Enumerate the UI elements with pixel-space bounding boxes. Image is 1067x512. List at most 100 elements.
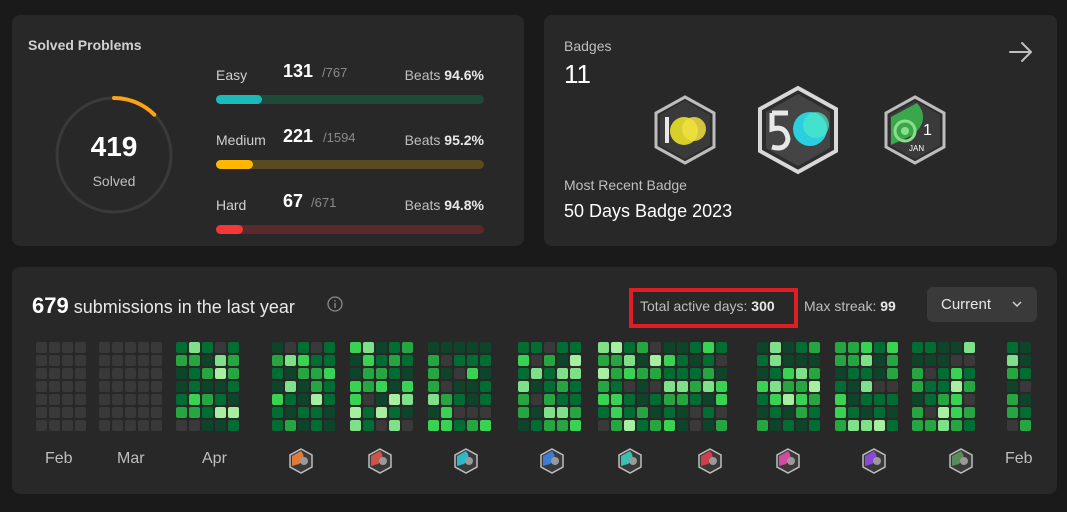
heatmap-cell[interactable] [441,368,452,379]
heatmap-cell[interactable] [285,407,296,418]
heatmap-cell[interactable] [428,342,439,353]
heatmap-cell[interactable] [311,407,322,418]
heatmap-cell[interactable] [151,407,162,418]
heatmap-cell[interactable] [454,381,465,392]
heatmap-cell[interactable] [151,394,162,405]
heatmap-cell[interactable] [677,420,688,431]
heatmap-cell[interactable] [848,355,859,366]
heatmap-cell[interactable] [480,381,491,392]
heatmap-cell[interactable] [298,381,309,392]
heatmap-cell[interactable] [467,381,478,392]
heatmap-cell[interactable] [637,407,648,418]
heatmap-cell[interactable] [664,407,675,418]
heatmap-cell[interactable] [874,342,885,353]
heatmap-cell[interactable] [189,394,200,405]
heatmap-cell[interactable] [454,355,465,366]
heatmap-cell[interactable] [531,407,542,418]
heatmap-cell[interactable] [1020,355,1031,366]
heatmap-cell[interactable] [835,420,846,431]
heatmap-cell[interactable] [272,394,283,405]
heatmap-cell[interactable] [518,368,529,379]
heatmap-cell[interactable] [874,368,885,379]
heatmap-cell[interactable] [716,355,727,366]
heatmap-cell[interactable] [531,355,542,366]
heatmap-cell[interactable] [176,394,187,405]
heatmap-cell[interactable] [202,355,213,366]
heatmap-cell[interactable] [298,342,309,353]
heatmap-cell[interactable] [716,381,727,392]
heatmap-cell[interactable] [441,355,452,366]
heatmap-cell[interactable] [138,381,149,392]
heatmap-cell[interactable] [49,342,60,353]
heatmap-cell[interactable] [298,420,309,431]
heatmap-cell[interactable] [796,394,807,405]
heatmap-cell[interactable] [677,407,688,418]
heatmap-cell[interactable] [770,355,781,366]
heatmap-cell[interactable] [611,342,622,353]
heatmap-cell[interactable] [428,368,439,379]
heatmap-cell[interactable] [151,342,162,353]
heatmap-cell[interactable] [350,420,361,431]
heatmap-cell[interactable] [887,407,898,418]
heatmap-cell[interactable] [350,368,361,379]
heatmap-cell[interactable] [389,355,400,366]
heatmap-cell[interactable] [176,420,187,431]
heatmap-cell[interactable] [176,342,187,353]
heatmap-cell[interactable] [454,342,465,353]
heatmap-cell[interactable] [951,368,962,379]
heatmap-cell[interactable] [402,381,413,392]
heatmap-cell[interactable] [557,368,568,379]
heatmap-cell[interactable] [215,381,226,392]
heatmap-cell[interactable] [925,368,936,379]
heatmap-cell[interactable] [1007,394,1018,405]
heatmap-cell[interactable] [703,381,714,392]
heatmap-cell[interactable] [664,420,675,431]
heatmap-cell[interactable] [796,342,807,353]
heatmap-cell[interactable] [189,420,200,431]
heatmap-cell[interactable] [964,368,975,379]
heatmap-cell[interactable] [570,368,581,379]
heatmap-cell[interactable] [783,381,794,392]
heatmap-cell[interactable] [874,420,885,431]
heatmap-cell[interactable] [848,368,859,379]
heatmap-cell[interactable] [570,420,581,431]
heatmap-cell[interactable] [176,355,187,366]
heatmap-cell[interactable] [809,420,820,431]
heatmap-cell[interactable] [125,381,136,392]
heatmap-cell[interactable] [874,381,885,392]
heatmap-cell[interactable] [428,394,439,405]
heatmap-cell[interactable] [376,407,387,418]
heatmap-cell[interactable] [938,420,949,431]
heatmap-cell[interactable] [912,420,923,431]
heatmap-cell[interactable] [796,407,807,418]
heatmap-cell[interactable] [611,355,622,366]
heatmap-cell[interactable] [796,368,807,379]
heatmap-cell[interactable] [441,394,452,405]
heatmap-cell[interactable] [770,407,781,418]
heatmap-cell[interactable] [112,420,123,431]
heatmap-cell[interactable] [770,342,781,353]
heatmap-cell[interactable] [112,355,123,366]
heatmap-cell[interactable] [809,407,820,418]
heatmap-cell[interactable] [363,368,374,379]
heatmap-cell[interactable] [598,381,609,392]
monthly-badge-icon[interactable] [862,448,886,474]
heatmap-cell[interactable] [925,420,936,431]
heatmap-cell[interactable] [402,420,413,431]
heatmap-cell[interactable] [925,407,936,418]
heatmap-cell[interactable] [690,381,701,392]
heatmap-cell[interactable] [783,407,794,418]
heatmap-cell[interactable] [664,342,675,353]
heatmap-cell[interactable] [1020,420,1031,431]
heatmap-cell[interactable] [677,368,688,379]
heatmap-cell[interactable] [531,381,542,392]
heatmap-cell[interactable] [350,342,361,353]
heatmap-cell[interactable] [531,342,542,353]
heatmap-cell[interactable] [298,355,309,366]
heatmap-cell[interactable] [75,407,86,418]
heatmap-cell[interactable] [809,368,820,379]
heatmap-cell[interactable] [389,381,400,392]
heatmap-cell[interactable] [650,420,661,431]
heatmap-cell[interactable] [796,381,807,392]
heatmap-cell[interactable] [637,355,648,366]
